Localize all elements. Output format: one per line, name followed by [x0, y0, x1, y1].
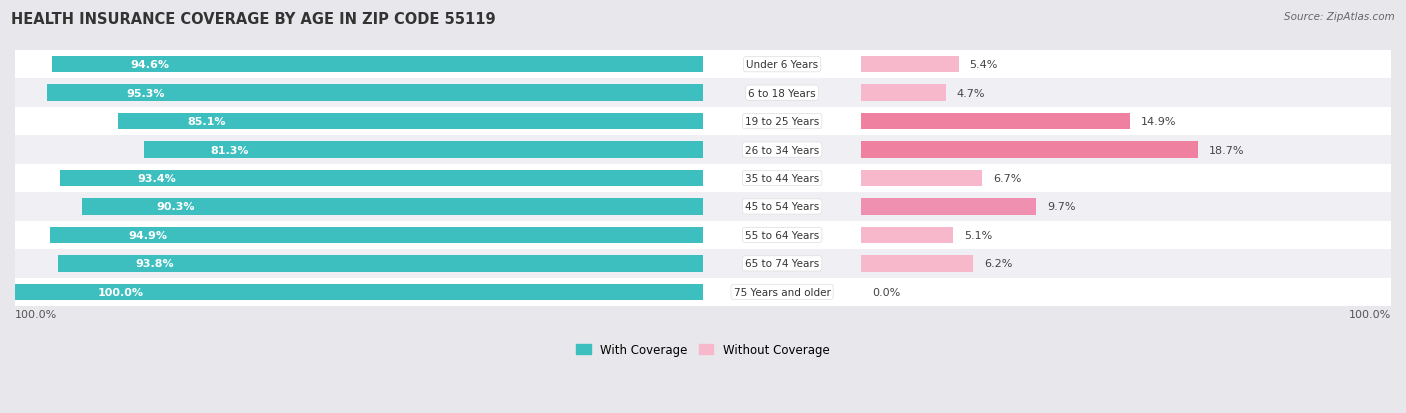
Text: Under 6 Years: Under 6 Years: [747, 60, 818, 70]
Text: 6.2%: 6.2%: [984, 259, 1012, 269]
Text: 94.6%: 94.6%: [131, 60, 169, 70]
Bar: [15, 79, 1391, 108]
Text: Source: ZipAtlas.com: Source: ZipAtlas.com: [1284, 12, 1395, 22]
Text: 100.0%: 100.0%: [1348, 309, 1391, 319]
Bar: [862, 85, 946, 102]
Text: 35 to 44 Years: 35 to 44 Years: [745, 173, 820, 184]
Bar: [48, 85, 703, 102]
Text: 100.0%: 100.0%: [97, 287, 143, 297]
Bar: [862, 142, 1198, 159]
Text: 4.7%: 4.7%: [957, 88, 986, 98]
Text: 65 to 74 Years: 65 to 74 Years: [745, 259, 820, 269]
Text: 5.4%: 5.4%: [970, 60, 998, 70]
Bar: [58, 256, 703, 272]
Bar: [15, 136, 1391, 164]
Bar: [862, 256, 973, 272]
Bar: [82, 199, 703, 215]
Text: 9.7%: 9.7%: [1047, 202, 1076, 212]
Bar: [15, 193, 1391, 221]
Text: 6 to 18 Years: 6 to 18 Years: [748, 88, 815, 98]
Text: 93.4%: 93.4%: [138, 173, 176, 184]
Bar: [862, 199, 1036, 215]
Bar: [52, 57, 703, 73]
Bar: [15, 164, 1391, 193]
Bar: [862, 170, 981, 187]
Text: HEALTH INSURANCE COVERAGE BY AGE IN ZIP CODE 55119: HEALTH INSURANCE COVERAGE BY AGE IN ZIP …: [11, 12, 496, 27]
Text: 90.3%: 90.3%: [156, 202, 195, 212]
Bar: [51, 227, 703, 244]
Bar: [15, 51, 1391, 79]
Text: 26 to 34 Years: 26 to 34 Years: [745, 145, 820, 155]
Text: 55 to 64 Years: 55 to 64 Years: [745, 230, 820, 240]
Bar: [15, 221, 1391, 249]
Text: 0.0%: 0.0%: [872, 287, 900, 297]
Text: 6.7%: 6.7%: [993, 173, 1021, 184]
Bar: [15, 249, 1391, 278]
Text: 81.3%: 81.3%: [211, 145, 249, 155]
Bar: [118, 114, 703, 130]
Text: 95.3%: 95.3%: [127, 88, 165, 98]
Bar: [15, 108, 1391, 136]
Text: 94.9%: 94.9%: [128, 230, 167, 240]
Text: 93.8%: 93.8%: [135, 259, 174, 269]
Legend: With Coverage, Without Coverage: With Coverage, Without Coverage: [572, 338, 834, 361]
Text: 18.7%: 18.7%: [1209, 145, 1244, 155]
Text: 5.1%: 5.1%: [965, 230, 993, 240]
Bar: [862, 227, 953, 244]
Bar: [15, 284, 703, 300]
Text: 14.9%: 14.9%: [1140, 117, 1177, 127]
Bar: [862, 114, 1129, 130]
Bar: [60, 170, 703, 187]
Text: 45 to 54 Years: 45 to 54 Years: [745, 202, 820, 212]
Bar: [143, 142, 703, 159]
Bar: [862, 57, 959, 73]
Text: 85.1%: 85.1%: [188, 117, 226, 127]
Bar: [15, 278, 1391, 306]
Text: 100.0%: 100.0%: [15, 309, 58, 319]
Text: 75 Years and older: 75 Years and older: [734, 287, 831, 297]
Text: 19 to 25 Years: 19 to 25 Years: [745, 117, 820, 127]
